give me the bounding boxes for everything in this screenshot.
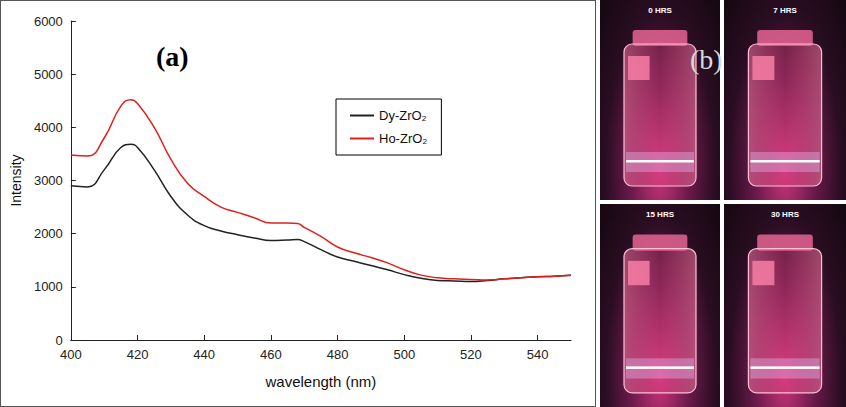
- svg-text:400: 400: [60, 347, 82, 362]
- svg-text:5000: 5000: [34, 67, 63, 82]
- html-text:30 HRS: 30 HRS: [771, 210, 799, 219]
- svg-text:2000: 2000: [34, 226, 63, 241]
- svg-text:520: 520: [460, 347, 482, 362]
- svg-text:540: 540: [527, 347, 549, 362]
- svg-text:4000: 4000: [34, 120, 63, 135]
- html-text:(b): (b): [690, 44, 723, 75]
- svg-text:0: 0: [56, 333, 63, 348]
- svg-text:420: 420: [127, 347, 149, 362]
- svg-text:460: 460: [260, 347, 282, 362]
- svg-text:Ho-ZrO₂: Ho-ZrO₂: [379, 131, 427, 146]
- svg-text:Intensity: Intensity: [8, 154, 24, 206]
- svg-text:3000: 3000: [34, 173, 63, 188]
- svg-text:wavelength (nm): wavelength (nm): [264, 373, 376, 390]
- svg-text:480: 480: [327, 347, 349, 362]
- svg-text:Dy-ZrO₂: Dy-ZrO₂: [379, 108, 427, 123]
- html-text:15 HRS: 15 HRS: [646, 210, 674, 219]
- svg-text:440: 440: [193, 347, 215, 362]
- svg-text:1000: 1000: [34, 279, 63, 294]
- svg-text:6000: 6000: [34, 14, 63, 29]
- svg-text:(a): (a): [156, 41, 189, 72]
- svg-text:500: 500: [393, 347, 415, 362]
- html-text:0 HRS: 0 HRS: [648, 6, 672, 15]
- html-text:7 HRS: 7 HRS: [773, 6, 797, 15]
